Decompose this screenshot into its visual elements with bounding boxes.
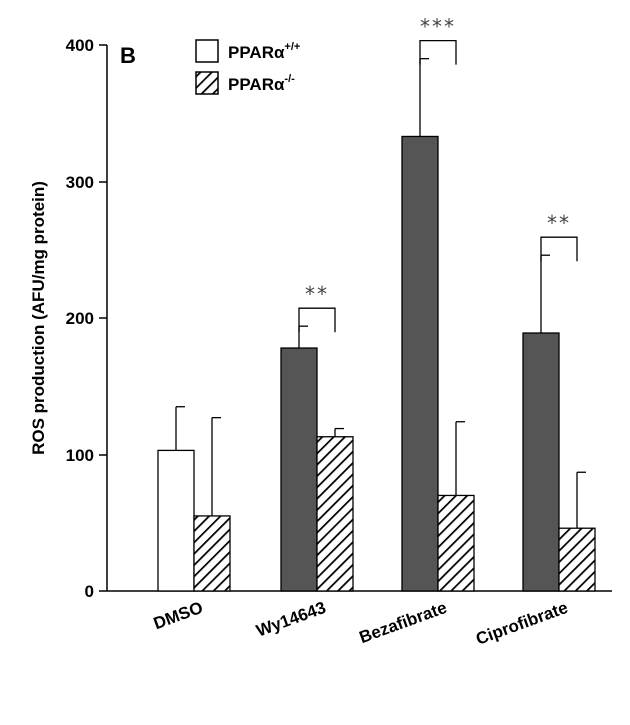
y-ticks: 0 100 200 300 400 [66, 36, 107, 601]
significance-bracket [298, 307, 336, 333]
y-tick-label: 300 [66, 173, 94, 192]
category-label: Ciprofibrate [473, 598, 570, 649]
legend-label-knockout: PPARα-/- [228, 73, 295, 94]
legend-label-sup: +/+ [284, 41, 300, 53]
y-tick-label: 400 [66, 36, 94, 55]
legend-swatch-knockout [195, 71, 219, 95]
bar [157, 449, 195, 592]
legend-label-base: PPARα [228, 75, 285, 94]
legend-label-sup: -/- [284, 73, 295, 85]
legend-label-wildtype: PPARα+/+ [228, 41, 300, 62]
bar [437, 494, 475, 592]
significance-label: *** [420, 15, 456, 39]
significance-label: ** [547, 211, 571, 235]
category-label: DMSO [151, 598, 205, 633]
significance-label: ** [305, 282, 329, 306]
bar [316, 436, 354, 592]
bar [401, 135, 439, 592]
legend-swatch-wildtype [195, 39, 219, 63]
bars [157, 58, 596, 592]
significance-bracket [540, 236, 578, 262]
category-labels: DMSO Wy14643 Bezafibrate Ciprofibrate [151, 598, 570, 649]
category-label: Wy14643 [254, 598, 329, 641]
category-label: Bezafibrate [357, 598, 450, 647]
panel-label: B [120, 43, 136, 68]
bar [280, 347, 318, 592]
legend: PPARα+/+ PPARα-/- [195, 39, 300, 95]
legend-label-base: PPARα [228, 43, 285, 62]
significance-brackets: ******* [298, 15, 578, 333]
bar [522, 332, 560, 592]
y-tick-label: 100 [66, 446, 94, 465]
y-tick-label: 200 [66, 309, 94, 328]
bar [558, 527, 596, 592]
y-axis-label: ROS production (AFU/mg protein) [29, 181, 48, 455]
y-tick-label: 0 [85, 582, 94, 601]
bar [193, 515, 231, 592]
significance-bracket [419, 40, 457, 65]
